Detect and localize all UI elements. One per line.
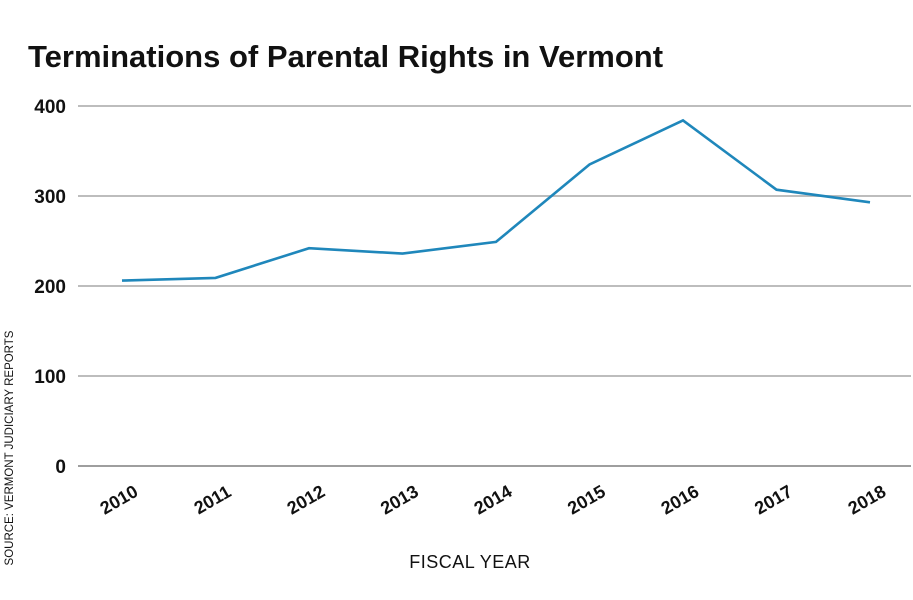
x-axis-ticks: 2010 2011 2012 2013 2014 2015 2016 2017 2018 xyxy=(97,481,890,518)
y-tick-label: 200 xyxy=(34,277,66,298)
series-layer xyxy=(121,118,871,282)
y-axis-ticks: 0 100 200 300 400 xyxy=(34,97,66,478)
y-tick-label: 300 xyxy=(34,187,66,208)
x-tick-label: 2011 xyxy=(191,481,235,518)
source-note: SOURCE: VERMONT JUDICIARY REPORTS xyxy=(4,330,16,565)
y-tick-label: 0 xyxy=(55,457,66,478)
x-tick-label: 2015 xyxy=(564,481,609,518)
x-tick-label: 2013 xyxy=(377,481,422,518)
y-tick-label: 400 xyxy=(34,97,66,118)
x-tick-label: 2014 xyxy=(471,481,516,518)
series-line xyxy=(121,118,871,282)
chart-title: Terminations of Parental Rights in Vermo… xyxy=(28,39,663,74)
x-tick-label: 2012 xyxy=(284,481,329,518)
x-tick-label: 2018 xyxy=(845,481,890,518)
gridlines xyxy=(78,105,911,467)
x-tick-label: 2016 xyxy=(658,481,703,518)
x-axis-label: FISCAL YEAR xyxy=(409,552,531,572)
x-tick-label: 2017 xyxy=(751,481,796,518)
y-tick-label: 100 xyxy=(34,367,66,388)
x-tick-label: 2010 xyxy=(97,481,142,518)
